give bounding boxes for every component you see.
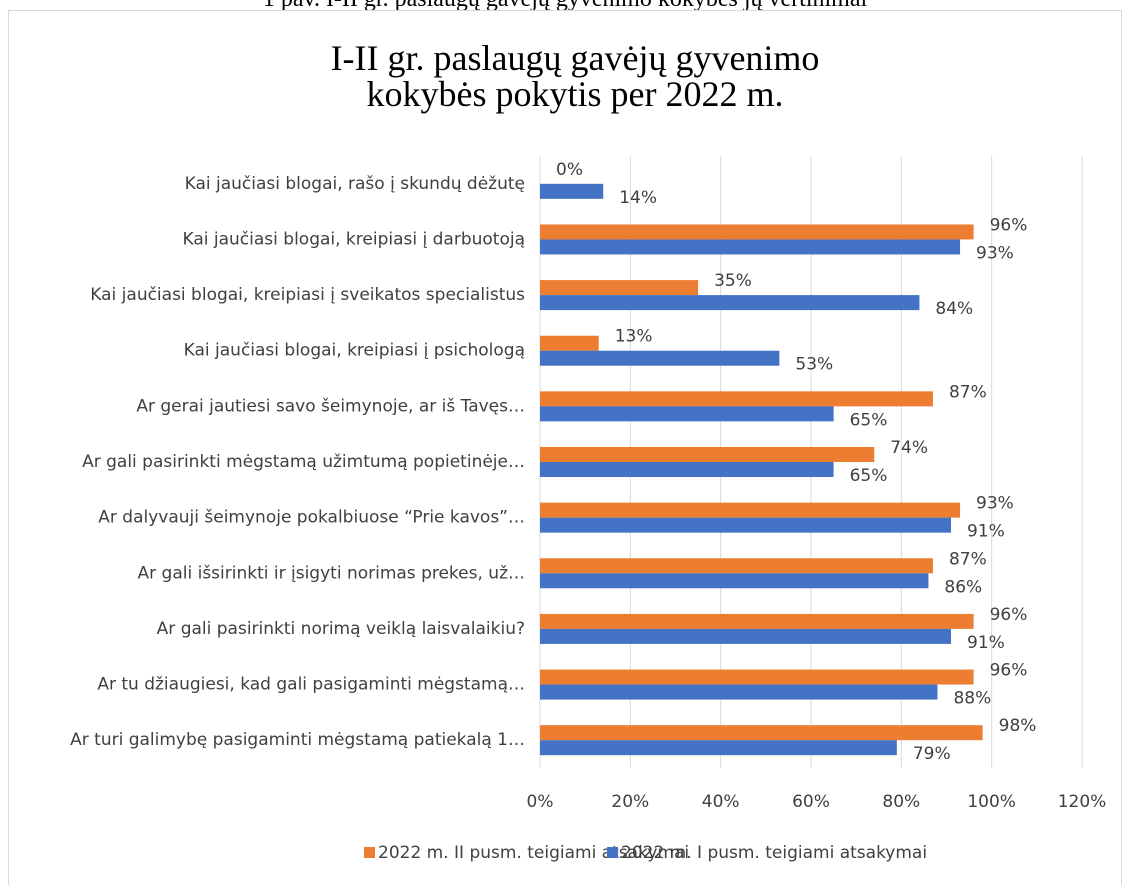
data-label: 84%: [935, 299, 973, 319]
bar: [540, 280, 699, 296]
bar: [540, 517, 952, 533]
bar: [540, 350, 780, 366]
data-label: 53%: [795, 355, 833, 375]
caption: 1 pav. I-II gr. paslaugų gavėjų gyvenimo…: [0, 0, 1130, 13]
data-label: 87%: [949, 382, 987, 402]
data-label: 35%: [714, 271, 752, 291]
data-label: 14%: [619, 188, 657, 208]
bar: [540, 502, 961, 518]
y-tick-label: Ar turi galimybę pasigaminti mėgstamą pa…: [70, 730, 525, 750]
legend-swatch: [607, 847, 618, 858]
bar: [540, 669, 974, 685]
bar: [540, 573, 929, 589]
bar: [540, 628, 952, 644]
bar: [540, 183, 604, 199]
x-tick-label: 40%: [702, 792, 740, 812]
bar: [540, 391, 933, 407]
data-label: 0%: [556, 160, 583, 180]
x-tick-label: 0%: [527, 792, 554, 812]
y-tick-label: Kai jaučiasi blogai, kreipiasi į psichol…: [184, 341, 525, 361]
y-tick-label: Ar dalyvauji šeimynoje pokalbiuose “Prie…: [98, 508, 525, 528]
data-label: 93%: [976, 243, 1014, 263]
y-tick-label: Ar gerai jautiesi savo šeimynoje, ar iš …: [136, 396, 525, 416]
bar: [540, 335, 599, 351]
bar: [540, 447, 875, 462]
data-label: 88%: [953, 689, 991, 709]
y-tick-label: Kai jaučiasi blogai, rašo į skundų dėžut…: [185, 174, 525, 194]
bar: [540, 295, 920, 311]
data-label: 13%: [615, 327, 653, 347]
bar: [540, 224, 974, 240]
bar: [540, 462, 834, 477]
bar: [540, 725, 983, 741]
y-tick-label: Ar gali pasirinkti norimą veiklą laisval…: [157, 619, 525, 639]
y-tick-label: Ar gali pasirinkti mėgstamą užimtumą pop…: [82, 452, 525, 472]
data-label: 96%: [990, 661, 1028, 681]
chart-title: I-II gr. paslaugų gavėjų gyvenimo kokybė…: [330, 38, 820, 114]
bar: [540, 740, 897, 756]
data-label: 74%: [890, 438, 928, 458]
data-label: 86%: [944, 577, 982, 597]
data-label: 79%: [913, 744, 951, 764]
y-tick-label: Ar tu džiaugiesi, kad gali pasigaminti m…: [97, 675, 525, 695]
data-label: 87%: [949, 549, 987, 569]
y-tick-label: Kai jaučiasi blogai, kreipiasi į darbuot…: [183, 229, 526, 249]
x-tick-label: 100%: [967, 792, 1016, 812]
data-label: 91%: [967, 633, 1005, 653]
data-label: 93%: [976, 494, 1014, 514]
bar: [540, 239, 961, 255]
y-tick-label: Kai jaučiasi blogai, kreipiasi į sveikat…: [90, 285, 525, 305]
bar: [540, 613, 974, 629]
x-tick-label: 80%: [882, 792, 920, 812]
bar: [540, 558, 933, 574]
x-tick-label: 120%: [1058, 792, 1107, 812]
data-label: 65%: [850, 410, 888, 430]
x-tick-label: 60%: [792, 792, 830, 812]
data-label: 98%: [999, 716, 1037, 736]
data-label: 96%: [990, 605, 1028, 625]
legend-label: 2022 m. I pusm. teigiami atsakymai: [621, 843, 927, 863]
data-label: 91%: [967, 522, 1005, 542]
bar: [540, 684, 938, 700]
data-label: 96%: [990, 215, 1028, 235]
data-label: 65%: [850, 466, 888, 486]
y-tick-label: Ar gali išsirinkti ir įsigyti norimas pr…: [138, 563, 525, 583]
x-tick-label: 20%: [611, 792, 649, 812]
legend-swatch: [364, 847, 375, 858]
bar: [540, 406, 834, 422]
